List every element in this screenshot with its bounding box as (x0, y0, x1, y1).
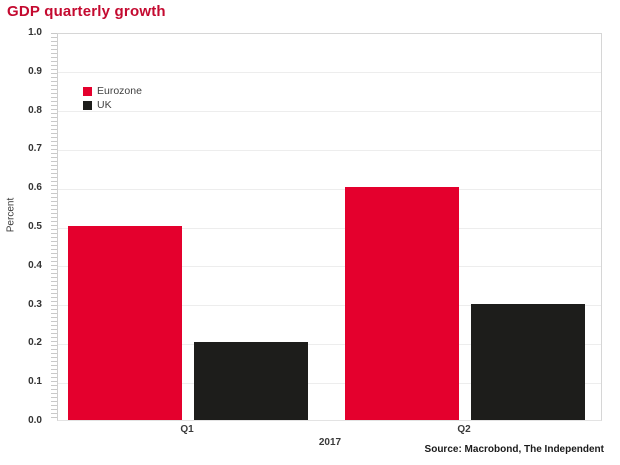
y-tick-label-0.3: 0.3 (28, 298, 42, 310)
y-tick-label-0.1: 0.1 (28, 376, 42, 388)
bar-q1-uk (194, 342, 308, 420)
y-tick-label-1.0: 1.0 (28, 27, 42, 38)
x-tick-label-q1: Q1 (180, 424, 194, 435)
gridline-0.9 (58, 72, 601, 74)
bar-q2-eurozone (345, 187, 459, 420)
y-axis-minor-ticks (51, 33, 57, 421)
bar-q1-eurozone (68, 226, 182, 420)
gridline-0.6 (58, 188, 601, 190)
legend-swatch-eurozone-icon (83, 87, 92, 96)
y-tick-label-0.7: 0.7 (28, 143, 42, 155)
bar-q2-uk (471, 303, 585, 420)
source-credit: Source: Macrobond, The Independent (424, 444, 604, 455)
legend-item-eurozone: Eurozone (83, 86, 142, 97)
legend-label-uk: UK (97, 99, 112, 111)
gridline-0.8 (58, 111, 601, 113)
gridline-0.2 (58, 343, 601, 345)
x-tick-label-q2: Q2 (457, 424, 471, 435)
y-tick-label-0.2: 0.2 (28, 337, 42, 349)
y-tick-label-0.9: 0.9 (28, 65, 42, 77)
y-tick-label-0.5: 0.5 (28, 221, 42, 232)
y-tick-label-0.8: 0.8 (28, 104, 42, 116)
gridline-0.4 (58, 266, 601, 268)
gridline-0.1 (58, 382, 601, 384)
gridline-0.3 (58, 305, 601, 307)
gridline-0.7 (58, 149, 601, 151)
legend-swatch-uk-icon (83, 101, 92, 110)
chart-title: GDP quarterly growth (7, 3, 166, 20)
legend-item-uk: UK (83, 100, 142, 111)
x-axis-year-label: 2017 (318, 437, 342, 448)
plot-area (57, 33, 602, 421)
y-tick-label-0.6: 0.6 (28, 182, 42, 194)
y-tick-label-0.4: 0.4 (28, 259, 42, 271)
legend-label-eurozone: Eurozone (97, 85, 142, 97)
legend: Eurozone UK (83, 86, 142, 114)
gridline-0.5 (58, 227, 601, 229)
y-tick-label-0.0: 0.0 (28, 415, 42, 426)
